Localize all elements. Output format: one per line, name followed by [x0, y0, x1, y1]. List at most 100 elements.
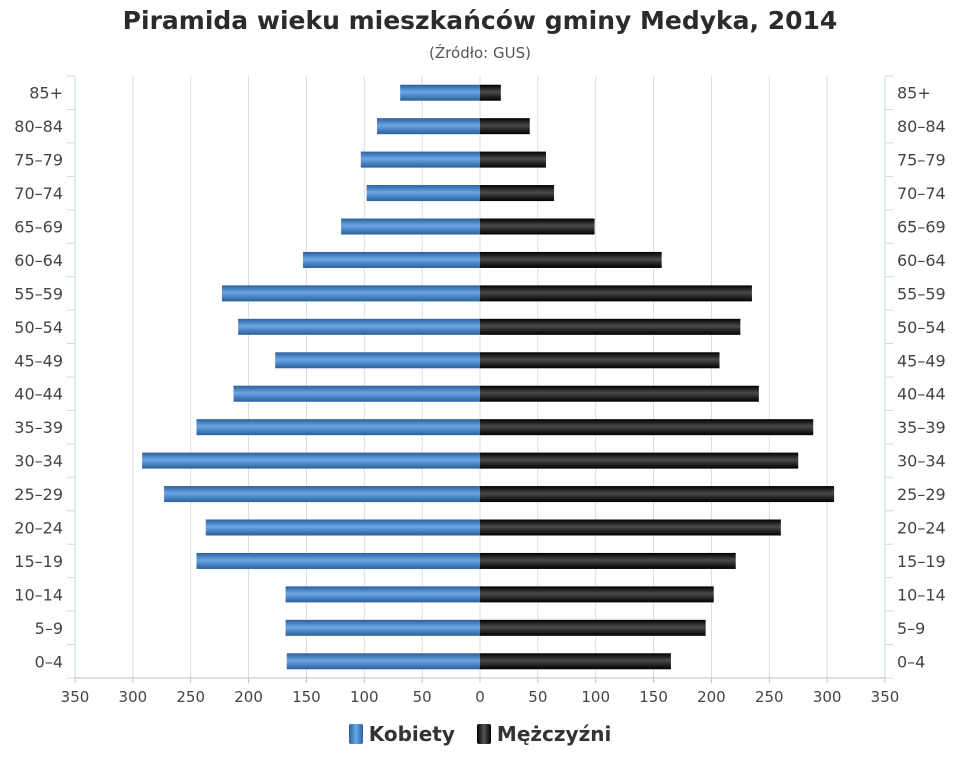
- bar-women: [196, 419, 480, 436]
- bar-women: [377, 118, 480, 135]
- category-label-right: 55–59: [897, 284, 946, 303]
- bar-men: [480, 318, 741, 335]
- x-tick-label: 150: [292, 688, 321, 706]
- bar-men: [480, 118, 530, 135]
- category-label-left: 20–24: [14, 519, 63, 538]
- category-label-right: 70–74: [897, 184, 946, 203]
- bar-women: [285, 586, 480, 603]
- x-tick-label: 250: [755, 688, 784, 706]
- bar-men: [480, 486, 835, 503]
- category-label-left: 25–29: [14, 485, 63, 504]
- x-tick-label: 250: [176, 688, 205, 706]
- category-label-right: 15–19: [897, 552, 946, 571]
- x-tick-label: 100: [581, 688, 610, 706]
- category-label-right: 25–29: [897, 485, 946, 504]
- category-label-right: 50–54: [897, 318, 946, 337]
- x-tick-label: 100: [350, 688, 379, 706]
- category-label-left: 75–79: [14, 151, 63, 170]
- bar-men: [480, 419, 814, 436]
- category-label-right: 65–69: [897, 218, 946, 237]
- bar-men: [480, 151, 546, 168]
- x-tick-label: 350: [61, 688, 90, 706]
- x-tick-label: 50: [413, 688, 432, 706]
- legend-item-women[interactable]: Kobiety: [348, 722, 455, 746]
- category-label-right: 75–79: [897, 151, 946, 170]
- bar-men: [480, 619, 706, 636]
- bar-men: [480, 552, 736, 569]
- bar-men: [480, 352, 720, 369]
- x-tick-label: 50: [528, 688, 547, 706]
- bar-men: [480, 285, 752, 302]
- x-tick-label: 150: [639, 688, 668, 706]
- bar-men: [480, 385, 759, 402]
- category-label-left: 60–64: [14, 251, 63, 270]
- legend-item-men[interactable]: Mężczyźni: [476, 722, 612, 746]
- x-tick-label: 300: [119, 688, 148, 706]
- bar-women: [341, 218, 480, 235]
- chart-subtitle: (Źródło: GUS): [429, 44, 531, 62]
- legend-swatch-men: [476, 724, 491, 744]
- category-label-right: 0–4: [897, 652, 925, 671]
- bar-women: [205, 519, 480, 536]
- category-label-left: 40–44: [14, 385, 63, 404]
- bar-women: [285, 619, 480, 636]
- bar-men: [480, 519, 781, 536]
- category-label-left: 10–14: [14, 585, 63, 604]
- bar-women: [164, 486, 480, 503]
- category-label-left: 50–54: [14, 318, 63, 337]
- bar-women: [142, 452, 480, 469]
- category-label-left: 85+: [29, 84, 63, 103]
- x-tick-label: 350: [871, 688, 900, 706]
- bar-men: [480, 84, 501, 101]
- bar-men: [480, 185, 555, 202]
- bar-men: [480, 452, 799, 469]
- category-label-left: 15–19: [14, 552, 63, 571]
- category-label-right: 60–64: [897, 251, 946, 270]
- grid-layer: [132, 76, 828, 678]
- category-label-right: 20–24: [897, 519, 946, 538]
- category-label-right: 40–44: [897, 385, 946, 404]
- bar-women: [366, 185, 480, 202]
- category-label-right: 30–34: [897, 452, 946, 471]
- category-label-right: 85+: [897, 84, 931, 103]
- bar-men: [480, 653, 671, 670]
- category-label-right: 80–84: [897, 117, 946, 136]
- x-tick-label: 200: [234, 688, 263, 706]
- category-label-left: 55–59: [14, 284, 63, 303]
- bar-men: [480, 251, 662, 268]
- category-label-right: 10–14: [897, 585, 946, 604]
- legend: Kobiety Mężczyźni: [0, 722, 960, 746]
- bar-women: [238, 318, 480, 335]
- bar-men: [480, 586, 714, 603]
- legend-label-women: Kobiety: [368, 722, 455, 746]
- category-label-right: 45–49: [897, 351, 946, 370]
- x-tick-label: 200: [697, 688, 726, 706]
- category-label-left: 70–74: [14, 184, 63, 203]
- category-label-left: 35–39: [14, 418, 63, 437]
- axis-layer: 350 300 250 200 150 100 50 0 50 100 150 200 250 300 35…: [14, 75, 946, 706]
- x-tick-label: 300: [813, 688, 842, 706]
- chart-title: Piramida wieku mieszkańców gminy Medyka,…: [122, 6, 838, 35]
- bar-men: [480, 218, 595, 235]
- bar-women: [400, 84, 480, 101]
- category-label-right: 5–9: [897, 619, 925, 638]
- category-label-left: 0–4: [35, 652, 63, 671]
- legend-label-men: Mężczyźni: [496, 722, 612, 746]
- category-label-left: 65–69: [14, 218, 63, 237]
- x-tick-label: 0: [475, 688, 485, 706]
- category-label-left: 80–84: [14, 117, 63, 136]
- bar-women: [275, 352, 480, 369]
- category-label-left: 30–34: [14, 452, 63, 471]
- bar-layer: [142, 84, 835, 670]
- legend-swatch-women: [348, 724, 363, 744]
- bar-women: [360, 151, 480, 168]
- bar-women: [196, 552, 480, 569]
- bar-women: [302, 251, 480, 268]
- category-label-right: 35–39: [897, 418, 946, 437]
- bar-women: [286, 653, 480, 670]
- category-label-left: 45–49: [14, 351, 63, 370]
- bar-women: [233, 385, 480, 402]
- bar-women: [221, 285, 480, 302]
- category-label-left: 5–9: [35, 619, 63, 638]
